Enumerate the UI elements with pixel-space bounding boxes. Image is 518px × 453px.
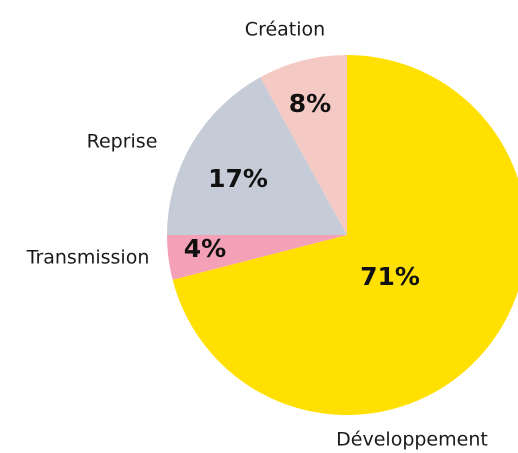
slice-value-label: 17%	[208, 164, 268, 193]
slice-value-label: 4%	[184, 234, 226, 263]
slice-name-label: Transmission	[26, 247, 150, 269]
slice-value-label: 8%	[289, 89, 331, 118]
pie-slice	[167, 235, 347, 280]
pie-slice	[167, 77, 347, 235]
slice-value-label: 71%	[360, 262, 420, 291]
pie-slice	[172, 55, 518, 415]
slice-name-label: Création	[245, 19, 325, 41]
slice-name-label: Développement	[336, 429, 488, 451]
slice-name-label: Reprise	[87, 131, 158, 153]
pie-slice	[260, 55, 347, 235]
